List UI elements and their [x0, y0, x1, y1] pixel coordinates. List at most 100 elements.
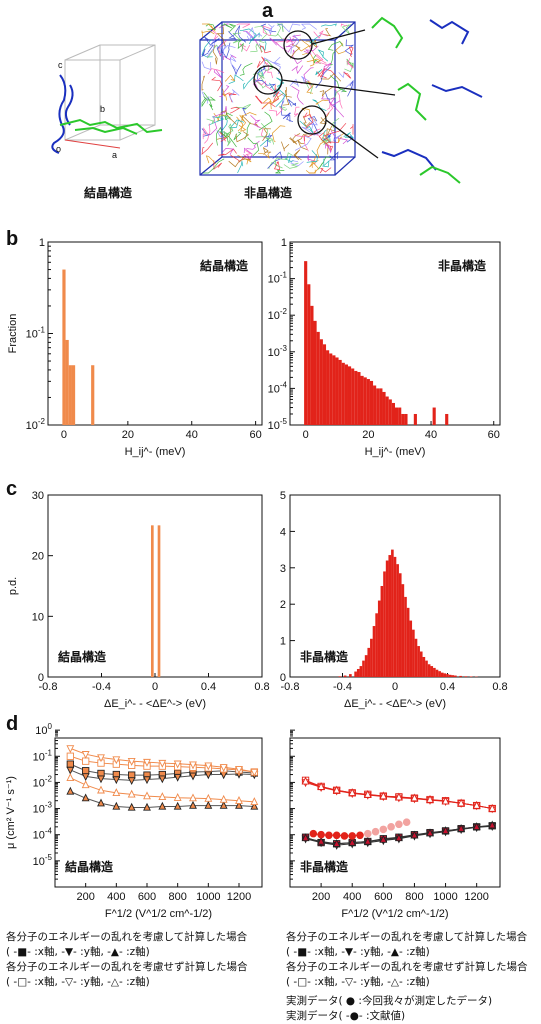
axis-letter-b: b: [100, 104, 105, 114]
tangle-strand: [254, 121, 266, 139]
tangle-strand: [254, 78, 274, 92]
d-crystal-point: [219, 794, 228, 803]
b-crystal-xtick-label: 20: [122, 429, 134, 441]
d-crystal-point: [127, 789, 136, 798]
tangle-strand: [262, 146, 272, 155]
tangle-strand: [246, 140, 260, 150]
c-amorphous-bar: [419, 651, 423, 677]
d-amorphous-point: [340, 832, 349, 840]
c-amorphous-bar: [435, 669, 439, 677]
tangle-strand: [301, 76, 309, 83]
tangle-strand: [236, 23, 251, 29]
tangle-strand: [305, 169, 316, 174]
legend-right-line2: ( -■- :x軸, -▼- :y軸, -▲- :z軸): [286, 946, 430, 958]
d-crystal-point: [204, 793, 213, 802]
d-amorphous-point: [348, 788, 357, 796]
d-crystal-point: [143, 791, 151, 800]
tangle-strand: [290, 133, 312, 144]
axis-letter-a: a: [112, 150, 117, 160]
tangle-strand: [306, 150, 318, 163]
c-amorphous-bar: [349, 674, 352, 677]
b-amorphous-bar: [401, 413, 405, 425]
tangle-strand: [216, 130, 224, 140]
tangle-strand: [203, 92, 214, 111]
c-amorphous-bar: [404, 596, 407, 677]
d-crystal-point: [158, 792, 167, 801]
b-amorphous-bar: [385, 396, 389, 425]
tangle-strand: [220, 110, 237, 125]
b-amorphous-ytick-label: 10-1: [268, 271, 288, 286]
legend-right-line4: ( -□- :x軸, -▽- :y軸, -△- :z軸): [286, 976, 430, 988]
c-amorphous-ytick-label: 3: [280, 563, 286, 575]
tangle-strand: [267, 33, 283, 40]
tangle-strand: [329, 151, 339, 161]
tangle-strand: [346, 57, 354, 69]
tangle-strand: [203, 158, 225, 174]
tangle-strand: [250, 114, 261, 128]
tangle-strand: [320, 138, 329, 155]
b-crystal-ylabel: Fraction: [7, 314, 19, 354]
tangle-strand: [244, 30, 253, 42]
c-amorphous-bar: [343, 675, 347, 677]
tangle-strand: [218, 148, 237, 156]
c-amorphous-bar: [443, 673, 447, 677]
tangle-strand: [243, 75, 256, 90]
d-crystal-point: [97, 798, 105, 807]
c-crystal-ytick-label: 30: [32, 490, 44, 502]
tangle-strand: [321, 96, 341, 106]
d-amorphous-point: [332, 839, 341, 847]
tangle-strand: [272, 61, 281, 75]
tangle-strand: [222, 148, 235, 155]
b-amorphous-bar: [332, 355, 336, 425]
c-amorphous-bar: [425, 660, 428, 677]
b-amorphous-ytick-label: 10-4: [268, 380, 288, 395]
b-amorphous-xtick-label: 40: [425, 429, 437, 441]
tangle-strand: [346, 58, 354, 69]
c-amorphous-ytick-label: 1: [280, 636, 286, 648]
tangle-strand: [201, 97, 207, 108]
tangle-strand: [291, 65, 304, 75]
tangle-strand: [201, 30, 215, 38]
tangle-strand: [347, 79, 354, 97]
d-amorphous-point: [332, 785, 341, 794]
d-amorphous-point: [348, 832, 357, 840]
crystal-caption: 結晶構造: [84, 186, 133, 200]
d-amorphous-point: [379, 791, 388, 800]
tangle-strand: [290, 34, 300, 54]
panel-label-a: a: [262, 0, 274, 22]
b-crystal-bar: [65, 339, 69, 425]
b-amorphous-bar: [369, 380, 374, 425]
d-crystal-point: [112, 788, 121, 796]
tangle-strand: [312, 99, 327, 112]
tangle-strand: [203, 96, 216, 101]
b-amorphous-ytick-label: 10-5: [268, 417, 288, 432]
tangle-strand: [307, 116, 318, 132]
tangle-strand: [222, 130, 232, 147]
tangle-strand: [249, 26, 263, 37]
b-amorphous-bar: [319, 339, 323, 425]
b-amorphous-bar: [379, 388, 383, 425]
d-amorphous-xtick-label: 800: [405, 891, 423, 903]
c-amorphous-bar: [362, 660, 365, 677]
tangle-strand: [283, 162, 299, 169]
tangle-strand: [290, 160, 304, 166]
d-crystal-ytick-label: 10-5: [33, 853, 53, 868]
b-crystal-xlabel: H_ij^- (meV): [125, 446, 186, 458]
d-crystal-point: [97, 754, 105, 763]
tangle-strand: [338, 71, 346, 79]
b-crystal-ytick-label: 10-2: [26, 417, 46, 432]
c-crystal-xtick-label: -0.4: [92, 681, 111, 693]
tangle-strand: [348, 46, 354, 57]
tangle-strand: [222, 88, 228, 101]
d-amorphous-point: [488, 820, 497, 829]
d-crystal-point: [127, 758, 136, 766]
tangle-strand: [306, 58, 322, 63]
d-crystal-point: [250, 768, 259, 777]
tangle-strand: [215, 126, 224, 146]
b-crystal-ytick-label: 10-1: [26, 326, 46, 341]
tangle-strand: [245, 150, 252, 160]
tangle-strand: [319, 167, 332, 174]
b-crystal-bar: [71, 365, 76, 425]
d-crystal-point: [81, 773, 90, 782]
c-amorphous-bar: [338, 676, 342, 677]
